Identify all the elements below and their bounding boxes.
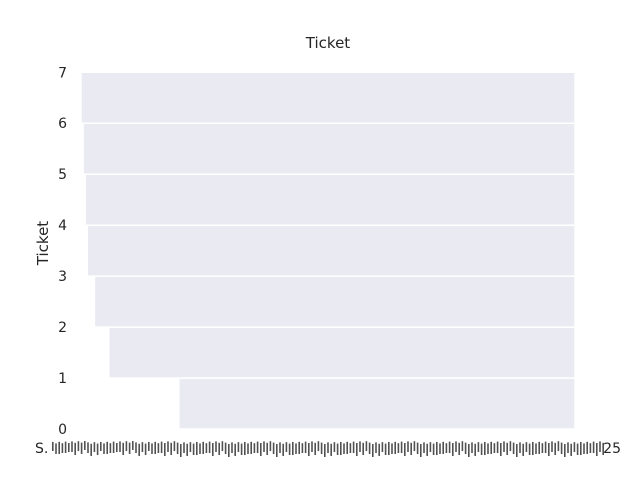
x-tick-label-band (52, 441, 604, 457)
y-tick-label: 5 (58, 167, 67, 183)
y-tick-label: 7 (58, 65, 67, 81)
y-tick-label: 4 (58, 218, 67, 234)
y-tick-label: 6 (58, 116, 67, 132)
y-axis-ticks: 0 1 2 3 4 5 6 7 (58, 65, 67, 438)
y-axis-label: Ticket (34, 221, 52, 266)
y-tick-label: 3 (58, 269, 67, 285)
bar-4 (86, 224, 576, 277)
bar-5 (84, 173, 576, 226)
bars (80, 71, 576, 430)
chart-title: Ticket (305, 34, 350, 52)
x-axis-ticks: S. 25 (35, 441, 621, 457)
x-tick-label-first: S. (35, 441, 48, 457)
y-tick-label: 2 (58, 320, 67, 336)
bar-1 (178, 377, 576, 430)
y-tick-label: 1 (58, 371, 67, 387)
bar-6 (82, 122, 576, 175)
bar-7 (80, 71, 576, 124)
x-tick-label-last: 25 (603, 441, 621, 457)
y-tick-label: 0 (58, 422, 67, 438)
bar-2 (108, 326, 576, 379)
bar-3 (93, 275, 576, 328)
